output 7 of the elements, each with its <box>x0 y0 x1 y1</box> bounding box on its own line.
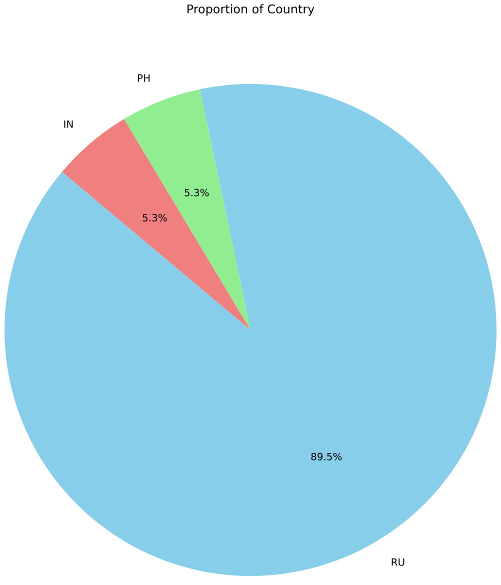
data-label: 89.5% <box>311 452 342 460</box>
chart-title: Proportion of Country <box>188 4 314 16</box>
slice-label: IN <box>64 120 73 128</box>
slice-label: RU <box>392 558 404 566</box>
data-label: 5.3% <box>184 188 209 196</box>
data-label: 5.3% <box>142 214 167 222</box>
slice-label: PH <box>138 74 150 82</box>
